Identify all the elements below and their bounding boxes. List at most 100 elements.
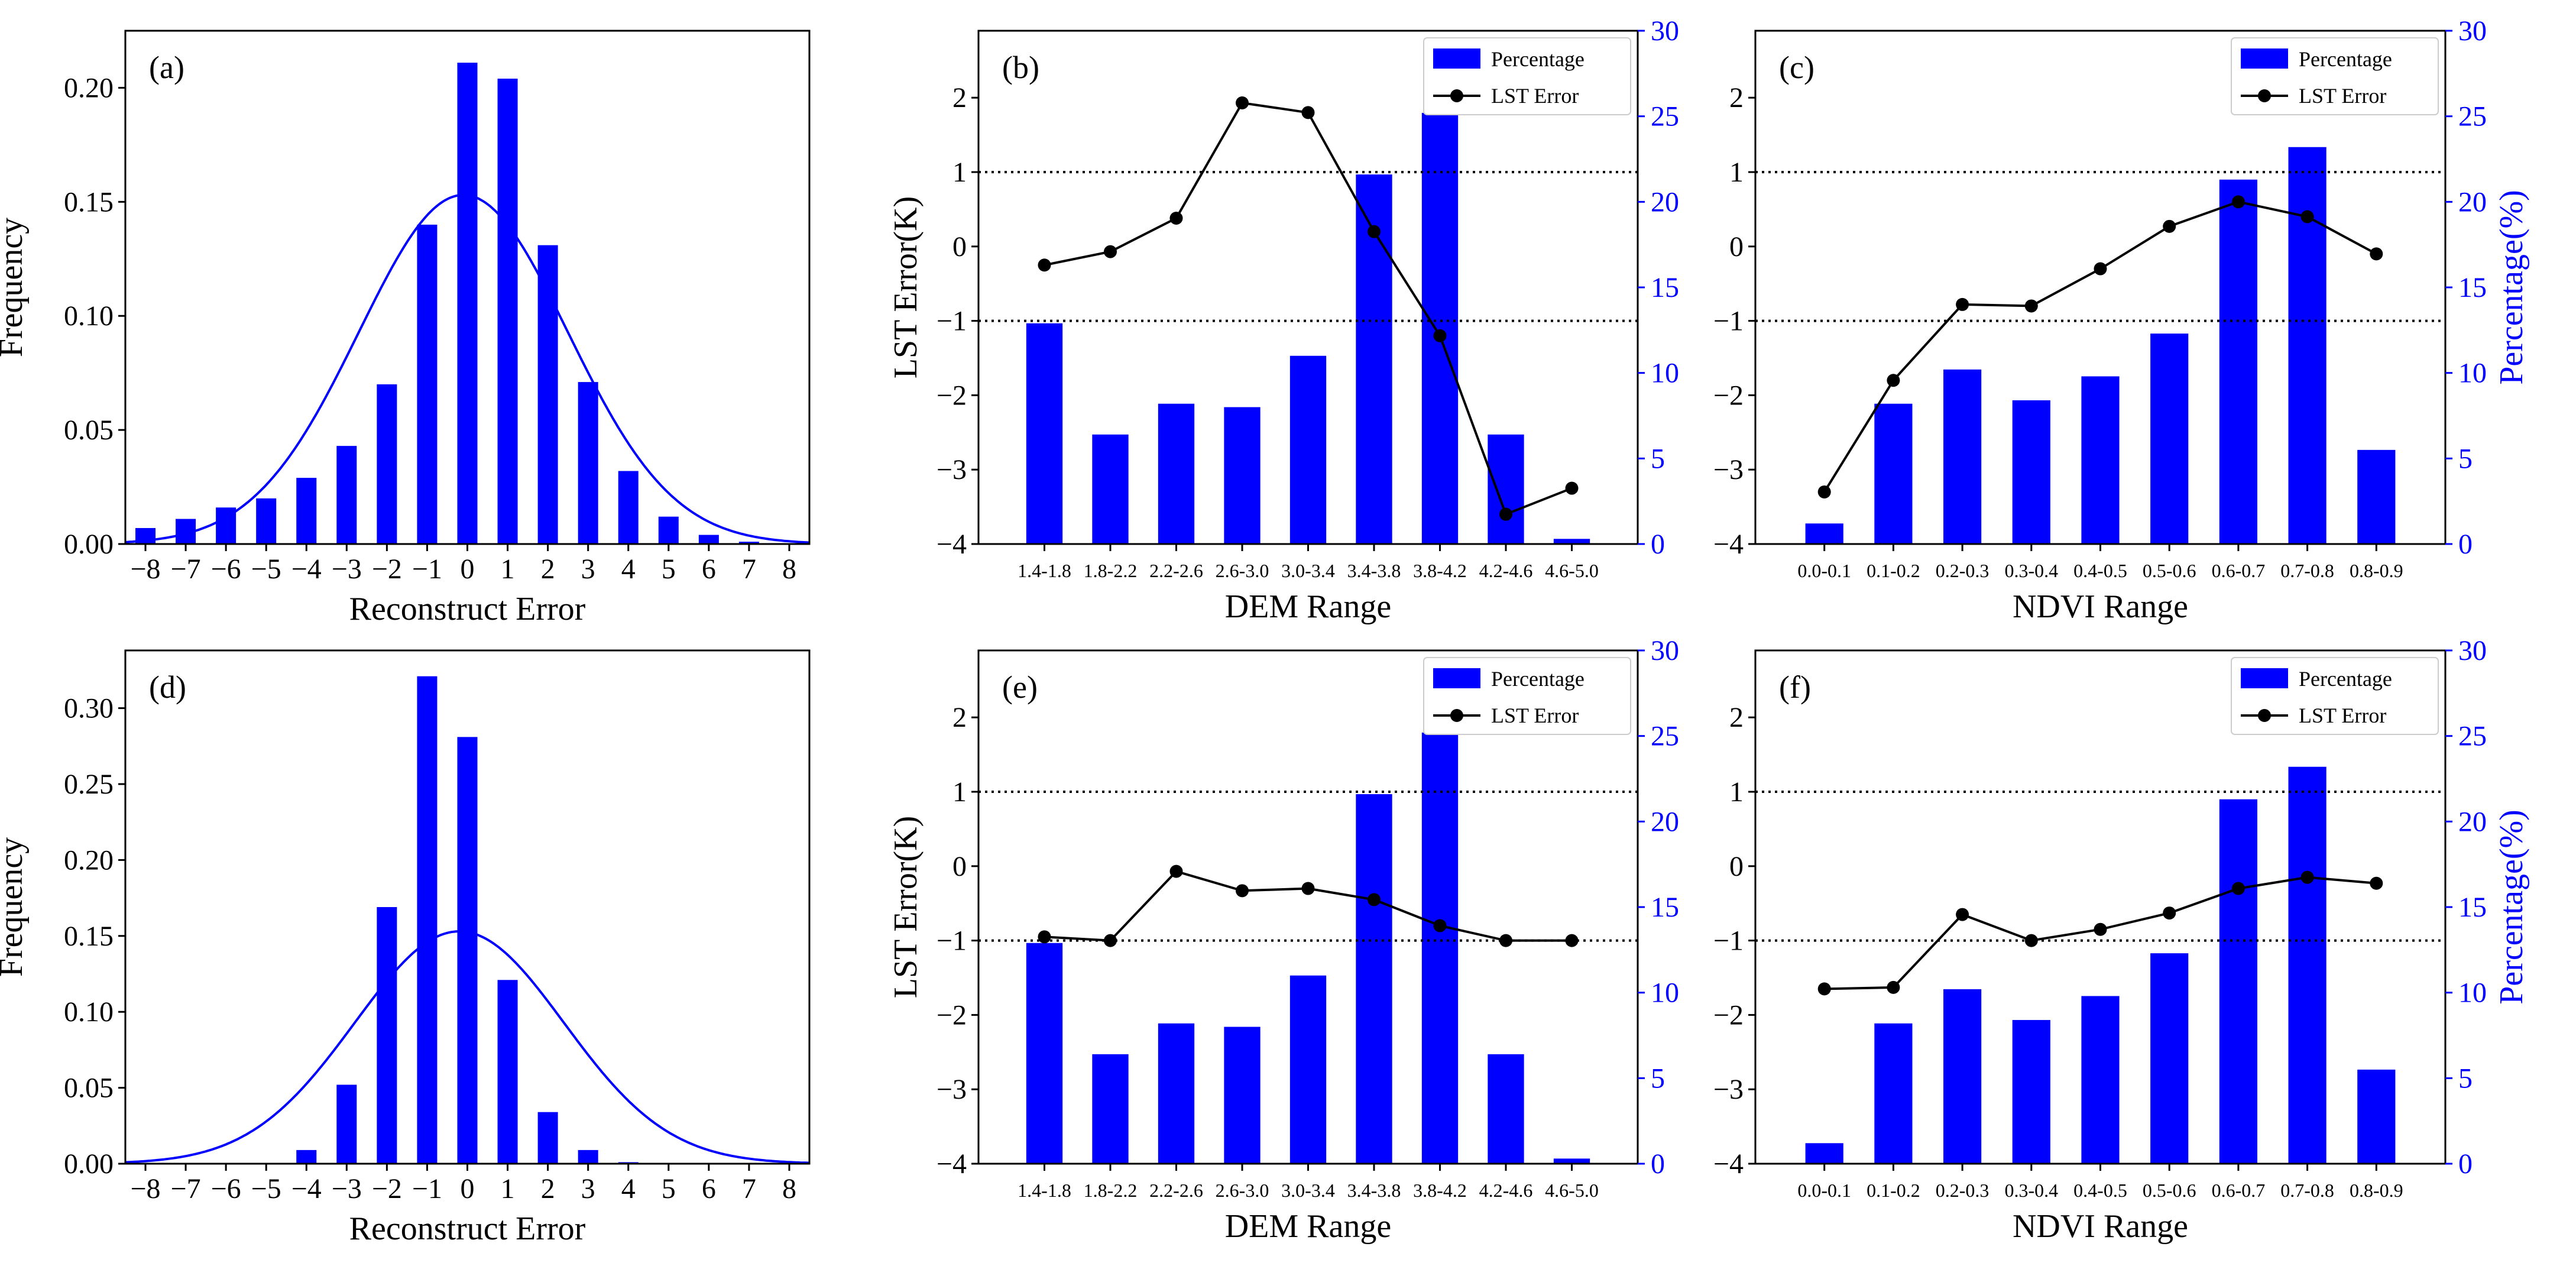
y-tick-label: 0 (952, 851, 967, 882)
x-tick-label: 1.8-2.2 (1084, 1180, 1138, 1201)
legend-label-percentage: Percentage (1491, 667, 1585, 691)
y2-tick-label: 20 (1651, 186, 1679, 218)
y-tick-label: −1 (1713, 306, 1744, 337)
x-tick-label: 8 (782, 1173, 796, 1205)
lst-error-point (1301, 882, 1315, 895)
x-tick-label: 0.2-0.3 (1936, 560, 1989, 581)
histogram-bar (256, 498, 277, 544)
lst-error-point (1565, 934, 1579, 947)
x-tick-label: 7 (742, 1173, 756, 1205)
panel-label: (e) (1002, 669, 1038, 705)
y-tick-label: −2 (937, 999, 967, 1031)
percentage-bar (1553, 539, 1590, 544)
x-tick-label: 1.8-2.2 (1084, 560, 1138, 581)
lst-error-point (1499, 507, 1512, 521)
y-tick-label: 0.25 (64, 769, 114, 800)
lst-error-point (1956, 297, 1969, 311)
x-tick-label: 3 (581, 553, 595, 585)
x-tick-label: 5 (662, 553, 676, 585)
chart-panel-d: −8 −7 −6 −5 −4 −3 −2 −1 0 1 2 3 4 5 6 7 8 0.00 0.05 0.10 0.1… (0, 649, 811, 1247)
x-tick-label: 0.4-0.5 (2073, 560, 2127, 581)
histogram-bar (578, 382, 598, 544)
x-tick-label: 4.6-5.0 (1545, 560, 1599, 581)
x-tick-label: 0.0-0.1 (1797, 1180, 1851, 1201)
y2-tick-label: 0 (1651, 1148, 1665, 1180)
lst-error-point (1169, 212, 1183, 225)
legend-swatch-percentage (2241, 668, 2288, 688)
percentage-bar (1092, 434, 1129, 544)
lst-error-point (2094, 262, 2107, 276)
y2-tick-label: 0 (2458, 1148, 2473, 1180)
percentage-bar (2219, 799, 2257, 1164)
y2-tick-label: 25 (2458, 721, 2487, 752)
x-tick-label: 2 (541, 1173, 555, 1205)
x-tick-label: −1 (412, 553, 442, 585)
x-tick-label: 0.2-0.3 (1936, 1180, 1989, 1201)
percentage-bar (2150, 953, 2189, 1164)
lst-error-point (1038, 930, 1051, 944)
lst-error-point (1956, 908, 1969, 921)
percentage-bar (2012, 400, 2050, 544)
histogram-bar (457, 737, 478, 1164)
percentage-bar (1943, 369, 1982, 544)
histogram-bar (417, 224, 438, 544)
x-tick-label: 0.0-0.1 (1797, 560, 1851, 581)
legend-label-percentage: Percentage (2299, 47, 2392, 71)
histogram-bar (618, 471, 639, 544)
y-tick-label: −4 (937, 529, 967, 560)
percentage-bar (1158, 403, 1195, 544)
percentage-bar (1943, 989, 1982, 1164)
lst-error-point (1104, 245, 1117, 258)
y-tick-label: 0 (1729, 851, 1744, 882)
y2-tick-label: 5 (1651, 443, 1665, 474)
lst-error-point (1499, 934, 1512, 947)
percentage-bar (2288, 147, 2326, 544)
histogram-bar (658, 516, 679, 544)
x-tick-label: 2 (541, 553, 555, 585)
y-tick-label: 0.20 (64, 72, 114, 103)
lst-error-point (2163, 219, 2176, 233)
percentage-bar (1356, 794, 1392, 1164)
x-tick-label: 6 (702, 1173, 716, 1205)
x-tick-label: −4 (291, 1173, 322, 1205)
y-tick-label: −4 (937, 1148, 967, 1180)
histogram-bar (738, 542, 759, 544)
y2-tick-label: 5 (1651, 1063, 1665, 1094)
y-tick-label: 2 (952, 82, 967, 114)
y2-tick-label: 10 (1651, 358, 1679, 389)
x-tick-label: 0.6-0.7 (2212, 560, 2266, 581)
y-tick-label: 1 (1729, 157, 1744, 188)
x-tick-label: −5 (251, 553, 281, 585)
x-tick-label: 3.8-4.2 (1413, 560, 1467, 581)
y2-tick-label: 0 (2458, 529, 2473, 560)
panel-label: (c) (1779, 50, 1814, 85)
y2-tick-label: 25 (2458, 101, 2487, 132)
percentage-bar (1289, 355, 1327, 544)
x-tick-label: 3.8-4.2 (1413, 1180, 1467, 1201)
histogram-bar (336, 446, 357, 544)
x-tick-label: −7 (171, 553, 201, 585)
histogram-bar (698, 535, 719, 544)
legend-label-lst-error: LST Error (2299, 704, 2386, 727)
y-tick-label: 0 (952, 231, 967, 263)
chart-panel-a: −8 −7 −6 −5 −4 −3 −2 −1 0 1 2 3 4 5 6 7 8 0.00 0.05 0.10 0.1… (0, 30, 811, 627)
x-axis-title: Reconstruct Error (349, 591, 586, 627)
x-tick-label: 3.4-3.8 (1347, 1180, 1401, 1201)
percentage-bar (2081, 376, 2120, 544)
lst-error-point (1169, 864, 1183, 878)
y2-tick-label: 20 (1651, 806, 1679, 837)
panel-label: (b) (1002, 50, 1039, 85)
x-axis-title: NDVI Range (2013, 588, 2188, 625)
x-tick-label: 2.6-3.0 (1216, 1180, 1269, 1201)
x-tick-label: 3 (581, 1173, 595, 1205)
y2-tick-label: 5 (2458, 1063, 2473, 1094)
x-tick-label: 4 (621, 1173, 636, 1205)
y-tick-label: −2 (937, 380, 967, 411)
x-axis-title: DEM Range (1225, 588, 1392, 625)
histogram-bar (457, 63, 478, 544)
x-tick-label: 0.1-0.2 (1867, 560, 1920, 581)
legend-swatch-marker (1450, 89, 1463, 102)
histogram-bar (296, 478, 317, 544)
y2-tick-label: 15 (2458, 892, 2487, 923)
x-tick-label: −7 (171, 1173, 201, 1205)
